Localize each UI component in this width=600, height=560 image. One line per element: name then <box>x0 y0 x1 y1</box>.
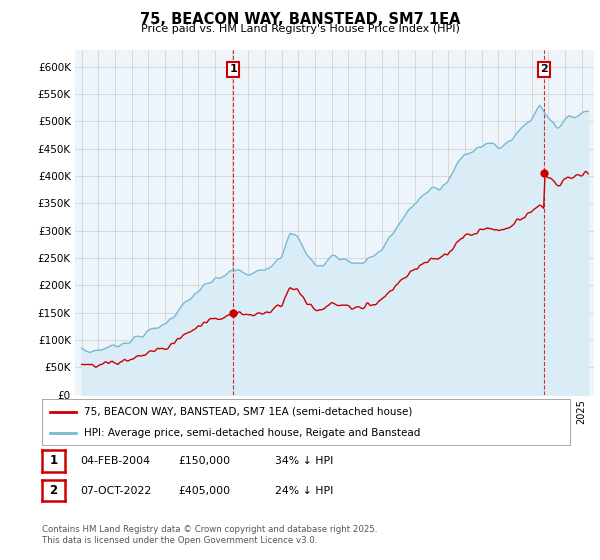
Text: 24% ↓ HPI: 24% ↓ HPI <box>275 486 333 496</box>
Text: HPI: Average price, semi-detached house, Reigate and Banstead: HPI: Average price, semi-detached house,… <box>84 428 421 438</box>
Text: 2: 2 <box>49 484 58 497</box>
Text: £150,000: £150,000 <box>179 456 231 466</box>
Text: 34% ↓ HPI: 34% ↓ HPI <box>275 456 333 466</box>
Text: 1: 1 <box>49 454 58 468</box>
Text: 2: 2 <box>541 64 548 74</box>
Text: Contains HM Land Registry data © Crown copyright and database right 2025.
This d: Contains HM Land Registry data © Crown c… <box>42 525 377 545</box>
Text: 75, BEACON WAY, BANSTEAD, SM7 1EA: 75, BEACON WAY, BANSTEAD, SM7 1EA <box>140 12 460 27</box>
Text: Price paid vs. HM Land Registry's House Price Index (HPI): Price paid vs. HM Land Registry's House … <box>140 24 460 34</box>
Text: 07-OCT-2022: 07-OCT-2022 <box>80 486 151 496</box>
Text: £405,000: £405,000 <box>179 486 231 496</box>
Text: 75, BEACON WAY, BANSTEAD, SM7 1EA (semi-detached house): 75, BEACON WAY, BANSTEAD, SM7 1EA (semi-… <box>84 407 413 417</box>
Text: 04-FEB-2004: 04-FEB-2004 <box>80 456 150 466</box>
Text: 1: 1 <box>229 64 237 74</box>
